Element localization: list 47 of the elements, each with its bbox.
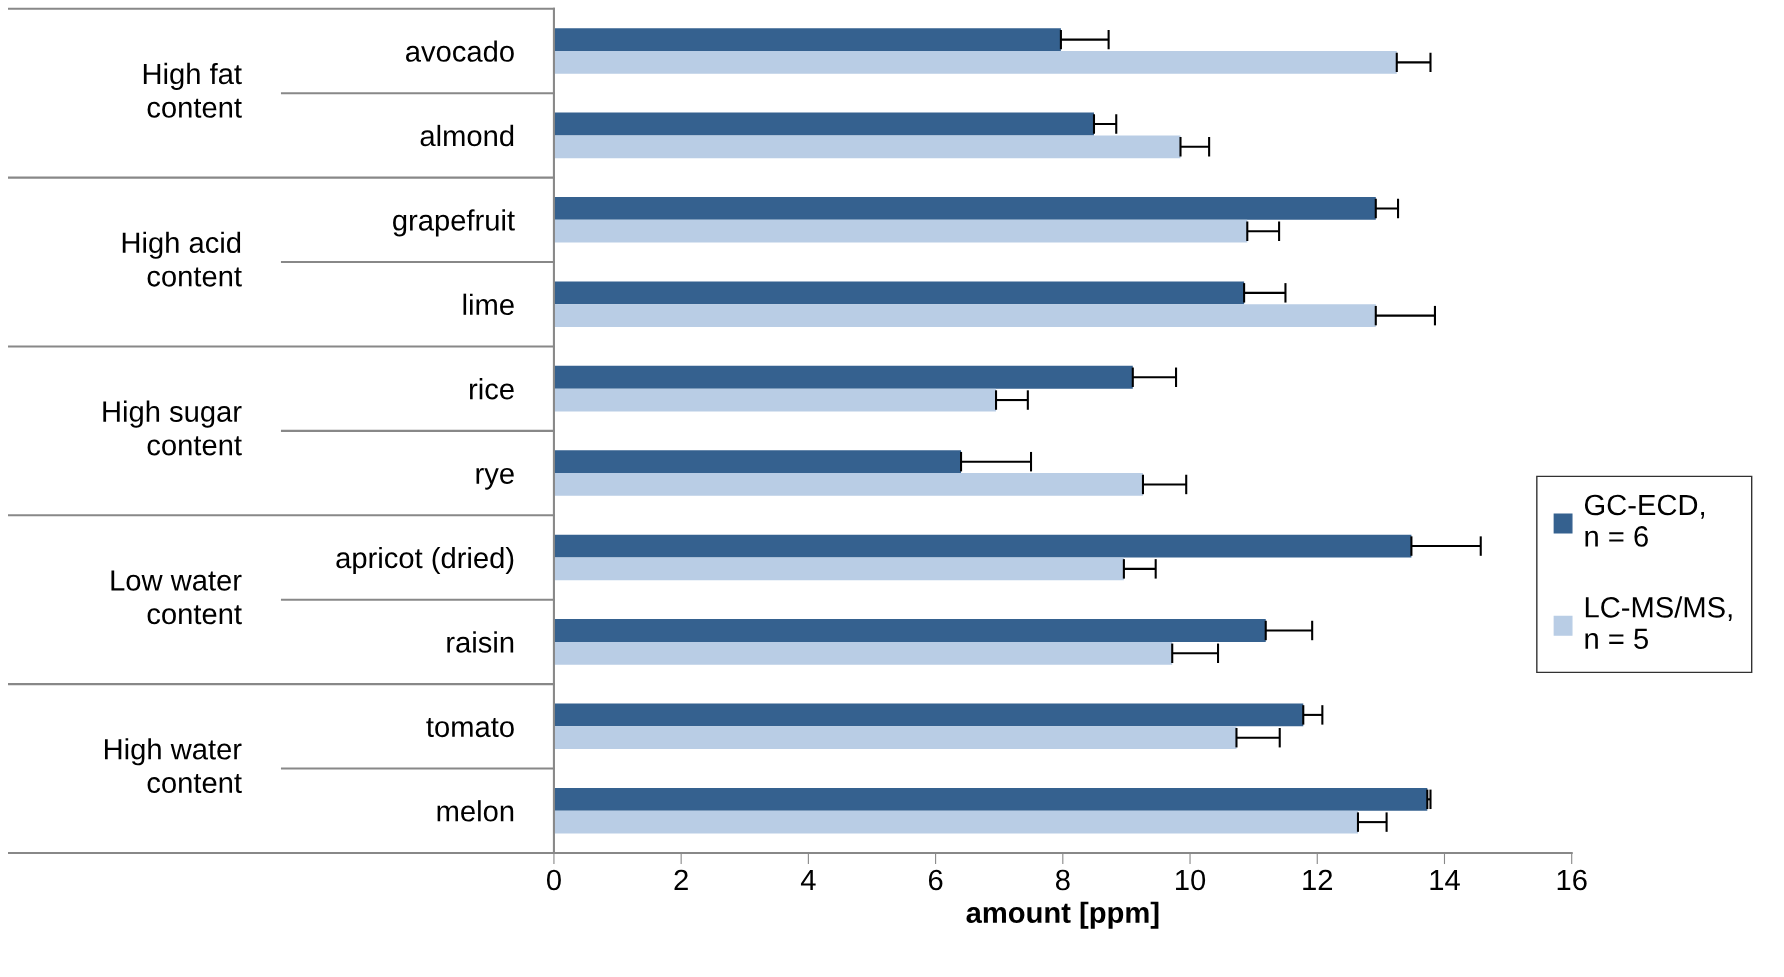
y-tick-label: almond: [420, 124, 514, 147]
bar: [553, 557, 1124, 581]
text: High fat content: [143, 62, 242, 118]
bar: [553, 703, 1304, 727]
y-tick-label: grapefruit: [393, 209, 515, 237]
text: Low water content: [111, 570, 242, 625]
x-axis-title: amount [ppm]: [966, 901, 1159, 929]
x-tick-label: 12: [1303, 869, 1333, 891]
bar: [553, 641, 1173, 665]
x-tick-label: 8: [1055, 869, 1070, 891]
bar: [553, 197, 1376, 220]
bar: [553, 619, 1266, 642]
y-tick-label: rice: [469, 378, 514, 400]
x-tick-label: 14: [1430, 869, 1460, 891]
y-tick-label: apricot (dried): [336, 546, 514, 575]
text: High acid content: [122, 231, 242, 287]
bar: [553, 450, 962, 474]
bar: [553, 219, 1248, 243]
y-tick-label: raisin: [447, 631, 514, 653]
x-tick-label: 6: [928, 869, 943, 891]
bar: [553, 787, 1428, 811]
y-tick-label: lime: [463, 293, 514, 316]
bar: [553, 51, 1397, 74]
bar: [553, 28, 1061, 51]
bar: [553, 473, 1143, 496]
y-tick-label: tomato: [426, 718, 514, 738]
x-tick-label: 2: [674, 869, 688, 891]
bar: [553, 534, 1412, 558]
bar: [553, 281, 1245, 305]
x-tick-label: 4: [800, 869, 816, 891]
x-tick-label: 10: [1176, 869, 1206, 891]
x-tick-label: 0: [546, 869, 561, 891]
bar: [553, 112, 1094, 136]
bar: [553, 388, 997, 412]
legend-label: GC-ECD, n = 6: [1584, 494, 1705, 547]
legend-label: LC-MS/MS, n = 5: [1585, 596, 1732, 650]
y-tick-label: melon: [437, 800, 514, 822]
bar: [553, 810, 1358, 834]
x-tick-label: 16: [1557, 869, 1587, 891]
bar: [553, 365, 1133, 389]
text: High sugar content: [103, 400, 242, 456]
y-tick-label: rye: [476, 467, 514, 490]
bar: [553, 135, 1181, 159]
y-tick-label: avocado: [406, 40, 514, 62]
bar: [553, 304, 1376, 328]
text: High water content: [104, 738, 242, 794]
bar: [553, 726, 1237, 750]
